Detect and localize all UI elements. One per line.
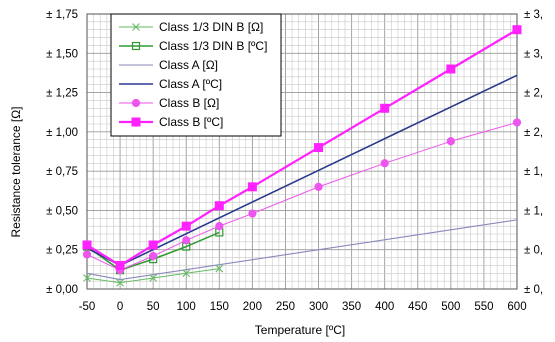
data-point [83, 274, 91, 282]
data-point-stroke [215, 264, 224, 273]
data-point [512, 118, 522, 127]
y2-tick-label: ± 0, [524, 245, 543, 257]
data-point [314, 182, 323, 191]
legend-label: Class 1/3 DIN B [ºC] [159, 39, 267, 53]
data-point [314, 143, 324, 153]
data-point [215, 264, 224, 273]
x-tick-labels: -50 0 50 100 150 200 250 300 350 400 450 500 550 600 [79, 301, 527, 313]
series-4 [82, 118, 522, 275]
x-tick-label: 150 [210, 301, 229, 313]
series-layer [82, 25, 522, 287]
legend-label: Class B [ºC] [159, 115, 223, 129]
x-tick-label: 0 [117, 301, 123, 313]
series-0 [83, 264, 224, 287]
x-tick-label: 50 [147, 301, 160, 313]
y-tick-label: ± 0,25 [46, 245, 78, 257]
y2-tick-label: ± 3, [524, 9, 543, 21]
y-tick-label: ± 1,00 [46, 127, 78, 139]
data-point [149, 274, 158, 282]
data-point [82, 240, 92, 250]
legend-item: Class 1/3 DIN B [ºC] [119, 39, 267, 53]
legend-item: Class A [Ω] [119, 58, 218, 72]
series-line [86, 121, 518, 271]
data-point-stroke [182, 269, 191, 278]
y2-tick-label: ± 1, [524, 205, 543, 217]
data-point [148, 240, 158, 250]
y2-tick-label: ± 2, [524, 88, 543, 100]
series-line [86, 219, 518, 281]
legend-box [110, 13, 282, 137]
x-tick-label: 500 [441, 301, 460, 313]
data-point-stroke [149, 274, 158, 282]
x-tick-label: 300 [309, 301, 328, 313]
x-axis-title: Temperature [ºC] [255, 323, 345, 337]
y2-tick-label: ± 2, [524, 127, 543, 139]
data-point [131, 117, 141, 127]
series-2 [86, 219, 518, 281]
data-point [82, 250, 92, 259]
series-5 [82, 25, 522, 270]
y-tick-label: ± 1,75 [46, 9, 78, 21]
plot-border [86, 13, 518, 290]
y-tick-label: ± 0,50 [46, 205, 78, 217]
legend-label: Class B [Ω] [159, 96, 219, 110]
y-axis-title: Resistance tolerance [Ω] [9, 106, 23, 237]
data-point-stroke [116, 278, 124, 287]
data-point [512, 25, 522, 35]
legend-label: Class 1/3 DIN B [Ω] [159, 20, 263, 34]
y-tick-label: ± 0,00 [46, 284, 78, 296]
data-point [182, 269, 191, 278]
data-point [182, 236, 191, 245]
data-point [132, 23, 140, 31]
x-tick-label: 100 [177, 301, 196, 313]
series-line [86, 28, 518, 267]
data-point [131, 41, 141, 51]
x-tick-label: 600 [507, 301, 526, 313]
data-point [446, 137, 455, 146]
y-tick-label: ± 1,25 [46, 88, 78, 100]
data-point [181, 221, 191, 231]
data-point-stroke [83, 274, 91, 282]
x-tick-label: 250 [276, 301, 295, 313]
data-point [380, 159, 389, 168]
y2-tick-labels: ± 0, ± 0, ± 1, ± 1, ± 2, ± 2, ± 3, ± 3, [524, 9, 543, 296]
data-point [248, 209, 257, 218]
legend-item: Class 1/3 DIN B [Ω] [119, 20, 263, 34]
data-point [116, 278, 124, 287]
y-tick-label: ± 1,50 [46, 48, 78, 60]
x-tick-label: 200 [243, 301, 262, 313]
x-tick-label: 400 [375, 301, 394, 313]
x-tick-label: 550 [474, 301, 493, 313]
y2-tick-label: ± 3, [524, 48, 543, 60]
legend-label: Class A [ºC] [159, 77, 222, 91]
legend-label: Class A [Ω] [159, 58, 218, 72]
data-point [131, 98, 141, 108]
x-tick-label: 350 [342, 301, 361, 313]
data-point [115, 260, 125, 270]
legend-item: Class A [ºC] [119, 77, 222, 91]
y-tick-labels: ± 0,00 ± 0,25 ± 0,50 ± 0,75 ± 1,00 ± 1,25 ± 1,… [46, 9, 78, 296]
data-point-stroke [132, 23, 140, 31]
legend-item: Class B [Ω] [119, 96, 219, 110]
y-tick-label: ± 0,75 [46, 166, 78, 178]
data-point [446, 64, 456, 74]
data-point [247, 182, 257, 192]
legend-item: Class B [ºC] [119, 115, 223, 129]
legend: Class 1/3 DIN B [Ω] Class 1/3 DIN B [ºC] C… [110, 13, 282, 137]
plot-frame [86, 13, 518, 290]
data-point [215, 222, 224, 231]
data-point [214, 201, 224, 211]
x-tick-label: 450 [408, 301, 427, 313]
x-tick-label: -50 [79, 301, 96, 313]
data-point [149, 251, 158, 261]
y2-tick-label: ± 0, [524, 284, 543, 296]
y2-tick-label: ± 1, [524, 166, 543, 178]
data-point [380, 103, 390, 113]
